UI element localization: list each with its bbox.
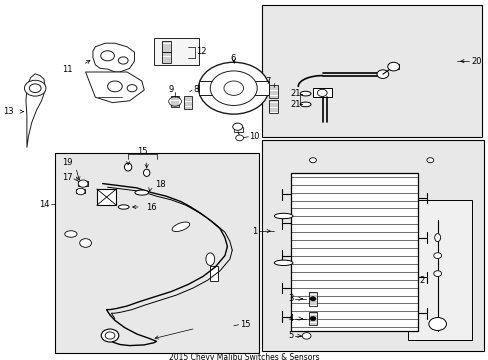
- Text: 20: 20: [471, 57, 481, 66]
- Circle shape: [168, 97, 181, 106]
- Bar: [290, 173, 417, 331]
- Bar: [162, 41, 170, 52]
- Text: 15: 15: [239, 320, 249, 329]
- Circle shape: [80, 239, 91, 247]
- Bar: [97, 189, 116, 205]
- Text: 2015 Chevy Malibu Switches & Sensors: 2015 Chevy Malibu Switches & Sensors: [169, 353, 319, 360]
- Text: 17: 17: [61, 173, 72, 181]
- Circle shape: [76, 188, 85, 195]
- Ellipse shape: [433, 271, 441, 276]
- Text: 5: 5: [287, 331, 293, 341]
- Bar: [308, 292, 317, 306]
- Text: 7: 7: [265, 77, 270, 85]
- Text: 12: 12: [195, 46, 205, 55]
- Bar: [154, 38, 199, 65]
- Circle shape: [78, 180, 88, 187]
- Ellipse shape: [143, 169, 149, 176]
- Circle shape: [309, 297, 315, 301]
- Text: 6: 6: [230, 54, 235, 63]
- Ellipse shape: [274, 260, 292, 266]
- Bar: [162, 52, 170, 63]
- Text: 9: 9: [168, 85, 173, 94]
- Text: 2: 2: [419, 276, 424, 284]
- Circle shape: [317, 89, 326, 96]
- Circle shape: [224, 81, 243, 95]
- Circle shape: [387, 62, 399, 71]
- Polygon shape: [93, 43, 134, 72]
- Text: 13: 13: [3, 107, 14, 116]
- Circle shape: [118, 57, 128, 64]
- Circle shape: [101, 51, 114, 61]
- Text: 18: 18: [155, 180, 166, 189]
- Bar: [76, 189, 85, 193]
- Text: 19: 19: [62, 158, 72, 167]
- Bar: [261, 5, 481, 137]
- Circle shape: [101, 329, 119, 342]
- Circle shape: [426, 158, 433, 163]
- Ellipse shape: [433, 253, 441, 258]
- Bar: [55, 153, 259, 353]
- Text: 1: 1: [252, 227, 257, 236]
- Text: 4: 4: [287, 314, 293, 323]
- Polygon shape: [26, 74, 45, 148]
- Circle shape: [127, 85, 137, 92]
- Ellipse shape: [118, 205, 129, 209]
- Text: 15: 15: [137, 147, 148, 156]
- Bar: [269, 100, 278, 113]
- Bar: [269, 85, 278, 98]
- Bar: [233, 127, 242, 132]
- Bar: [388, 64, 398, 69]
- Bar: [210, 266, 217, 281]
- Ellipse shape: [205, 253, 214, 265]
- Circle shape: [309, 158, 316, 163]
- Circle shape: [29, 84, 41, 93]
- Bar: [78, 181, 88, 186]
- Circle shape: [309, 316, 315, 321]
- Ellipse shape: [434, 234, 440, 242]
- Ellipse shape: [274, 213, 292, 219]
- Bar: [261, 140, 483, 351]
- Circle shape: [428, 318, 446, 330]
- Text: 21: 21: [290, 100, 300, 109]
- Polygon shape: [85, 72, 144, 103]
- Circle shape: [235, 135, 243, 141]
- Text: 11: 11: [62, 65, 72, 74]
- Bar: [308, 312, 317, 325]
- Circle shape: [105, 332, 115, 339]
- Circle shape: [210, 71, 257, 105]
- Text: 21: 21: [290, 89, 300, 98]
- Ellipse shape: [300, 102, 310, 107]
- Circle shape: [376, 70, 388, 78]
- Ellipse shape: [300, 91, 310, 96]
- Ellipse shape: [124, 163, 132, 171]
- Bar: [171, 96, 179, 107]
- Circle shape: [24, 80, 46, 96]
- Text: 3: 3: [287, 294, 293, 303]
- Text: 8: 8: [193, 85, 198, 94]
- Bar: [198, 81, 268, 95]
- Text: 10: 10: [249, 132, 259, 140]
- Ellipse shape: [135, 190, 148, 195]
- Text: 16: 16: [145, 202, 156, 211]
- Circle shape: [232, 123, 242, 130]
- Ellipse shape: [64, 231, 77, 237]
- Bar: [407, 200, 471, 340]
- Text: 14: 14: [40, 200, 50, 209]
- Bar: [184, 96, 192, 109]
- Circle shape: [302, 333, 310, 339]
- Ellipse shape: [172, 222, 189, 231]
- Bar: [312, 88, 331, 97]
- Circle shape: [107, 81, 122, 92]
- Circle shape: [198, 62, 268, 114]
